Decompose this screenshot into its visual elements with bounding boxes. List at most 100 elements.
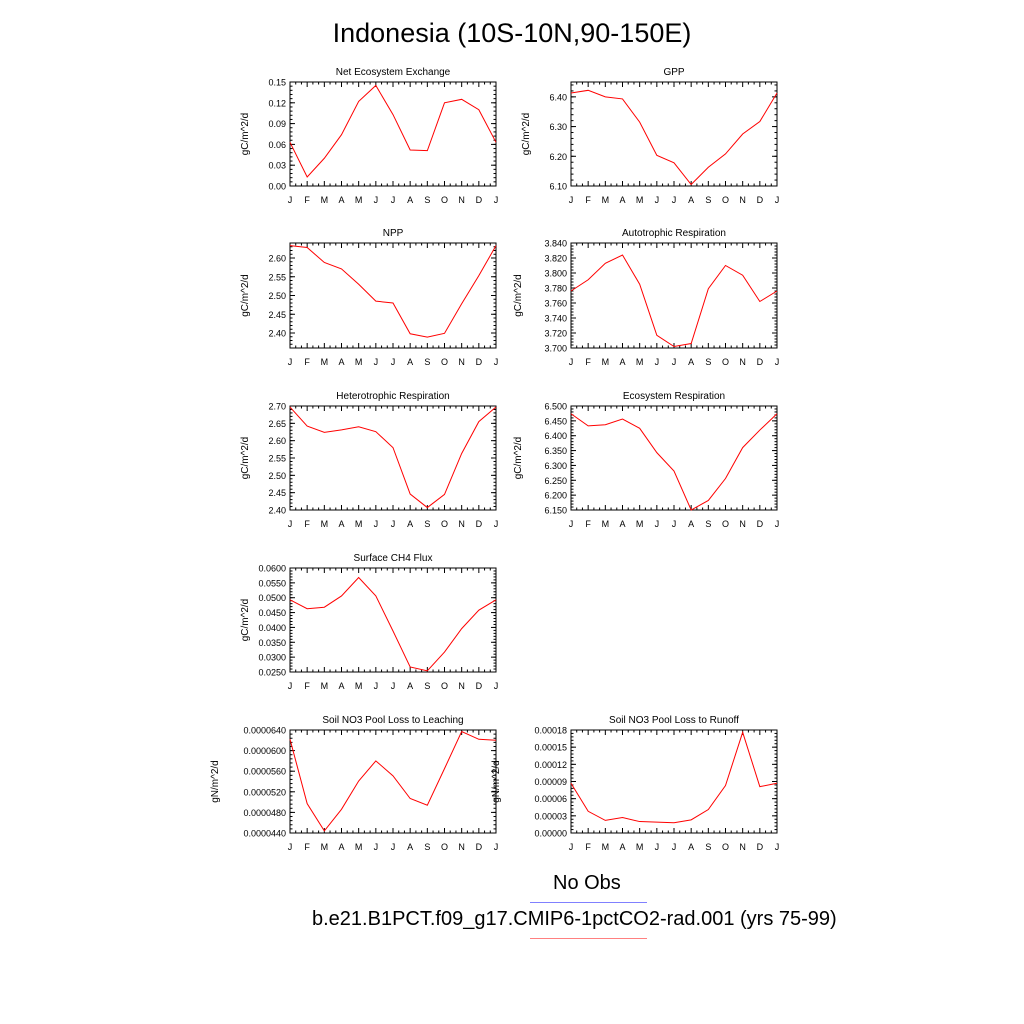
x-tick-label: M	[636, 519, 644, 529]
x-tick-label: A	[338, 519, 344, 529]
x-tick-label: J	[391, 842, 396, 852]
x-tick-label: M	[355, 681, 363, 691]
x-tick-label: J	[391, 195, 396, 205]
y-tick-label: 6.150	[544, 506, 567, 516]
y-tick-label: 0.0350	[258, 638, 286, 648]
x-tick-label: M	[602, 195, 610, 205]
chart-title: Soil NO3 Pool Loss to Leaching	[322, 715, 463, 726]
series-line	[570, 413, 778, 511]
y-tick-label: 6.350	[544, 446, 567, 456]
y-tick-label: 0.0000560	[243, 767, 286, 777]
x-tick-label: J	[775, 842, 780, 852]
y-tick-label: 3.800	[544, 269, 567, 279]
x-tick-label: J	[672, 195, 677, 205]
chart-title: Ecosystem Respiration	[623, 391, 725, 402]
x-tick-label: A	[338, 195, 344, 205]
chart-title: Surface CH4 Flux	[354, 553, 433, 564]
x-tick-label: J	[288, 519, 293, 529]
x-tick-label: D	[757, 195, 764, 205]
page-title: Indonesia (10S-10N,90-150E)	[332, 18, 692, 48]
y-tick-label: 0.00006	[534, 794, 567, 804]
y-tick-label: 0.09	[268, 119, 286, 129]
x-tick-label: A	[688, 357, 694, 367]
x-tick-label: F	[304, 842, 310, 852]
x-tick-label: A	[338, 681, 344, 691]
legend-line-no-obs	[530, 902, 647, 903]
x-tick-label: J	[374, 519, 379, 529]
x-tick-label: M	[602, 357, 610, 367]
x-tick-label: N	[458, 519, 465, 529]
x-tick-label: M	[355, 195, 363, 205]
x-tick-label: S	[705, 195, 711, 205]
x-tick-label: J	[672, 519, 677, 529]
y-axis-label: gN/m^2/d	[491, 760, 502, 803]
chart-title: Soil NO3 Pool Loss to Runoff	[609, 715, 739, 726]
chart-title: Autotrophic Respiration	[622, 228, 726, 239]
x-tick-label: J	[391, 357, 396, 367]
y-tick-label: 0.0000640	[243, 726, 286, 736]
x-tick-label: N	[458, 681, 465, 691]
x-tick-label: S	[424, 842, 430, 852]
x-tick-label: J	[494, 519, 499, 529]
x-tick-label: O	[722, 195, 729, 205]
x-tick-label: A	[688, 519, 694, 529]
y-axis-label: gN/m^2/d	[210, 760, 221, 803]
x-tick-label: A	[338, 357, 344, 367]
y-tick-label: 3.840	[544, 239, 567, 249]
x-tick-label: O	[441, 519, 448, 529]
x-tick-label: A	[407, 519, 413, 529]
y-tick-label: 0.0450	[258, 608, 286, 618]
legend-line-model-run	[530, 938, 647, 939]
x-tick-label: J	[494, 842, 499, 852]
y-tick-label: 0.0500	[258, 593, 286, 603]
y-tick-label: 0.0000440	[243, 829, 286, 839]
x-tick-label: J	[672, 357, 677, 367]
legend-label-no-obs: No Obs	[553, 872, 621, 894]
x-tick-label: J	[655, 195, 660, 205]
y-tick-label: 0.00012	[534, 760, 567, 770]
x-tick-label: O	[722, 842, 729, 852]
y-tick-label: 2.45	[268, 488, 286, 498]
x-tick-label: M	[636, 357, 644, 367]
chart-title: Heterotrophic Respiration	[336, 391, 449, 402]
x-tick-label: A	[407, 842, 413, 852]
x-tick-label: J	[374, 681, 379, 691]
y-tick-label: 0.12	[268, 98, 286, 108]
y-tick-label: 0.0000520	[243, 787, 286, 797]
y-tick-label: 6.400	[544, 431, 567, 441]
x-tick-label: J	[391, 519, 396, 529]
x-tick-label: J	[288, 681, 293, 691]
x-tick-label: F	[585, 357, 591, 367]
x-tick-label: J	[569, 195, 574, 205]
series-line	[289, 406, 497, 509]
x-tick-label: O	[441, 842, 448, 852]
x-tick-label: M	[636, 842, 644, 852]
y-tick-label: 2.50	[268, 471, 286, 481]
y-axis-label: gC/m^2/d	[513, 274, 524, 317]
y-tick-label: 6.300	[544, 461, 567, 471]
y-axis-label: gC/m^2/d	[513, 437, 524, 480]
x-tick-label: M	[355, 842, 363, 852]
x-tick-label: D	[476, 195, 483, 205]
y-tick-label: 6.40	[549, 92, 567, 102]
x-tick-label: F	[304, 519, 310, 529]
plot-frame	[289, 567, 497, 673]
x-tick-label: M	[355, 357, 363, 367]
y-tick-label: 0.0400	[258, 623, 286, 633]
y-tick-label: 3.820	[544, 254, 567, 264]
y-tick-label: 2.60	[268, 436, 286, 446]
x-tick-label: M	[321, 842, 329, 852]
y-tick-label: 0.06	[268, 140, 286, 150]
x-tick-label: F	[304, 195, 310, 205]
x-tick-label: J	[391, 681, 396, 691]
y-tick-label: 0.03	[268, 161, 286, 171]
y-tick-label: 2.60	[268, 254, 286, 264]
x-tick-label: D	[757, 519, 764, 529]
y-tick-label: 6.500	[544, 402, 567, 412]
x-tick-label: J	[569, 519, 574, 529]
